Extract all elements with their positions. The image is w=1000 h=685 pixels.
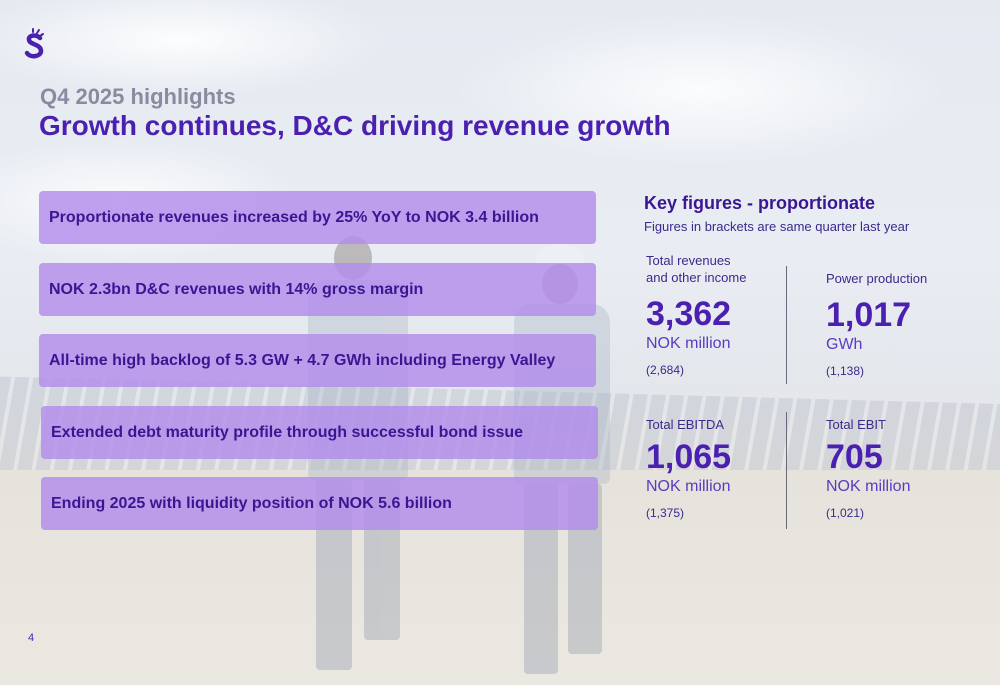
metric-label: Power production xyxy=(826,271,928,286)
highlight-box: Ending 2025 with liquidity position of N… xyxy=(41,477,598,530)
slide-title: Growth continues, D&C driving revenue gr… xyxy=(39,110,671,141)
key-figures-title: Key figures - proportionate xyxy=(644,193,876,213)
highlight-box: Extended debt maturity profile through s… xyxy=(41,406,598,459)
metric-unit: NOK million xyxy=(646,335,731,352)
metric-previous: (1,138) xyxy=(826,364,865,378)
key-figures-note: Figures in brackets are same quarter las… xyxy=(644,219,910,234)
metric-total-revenues: Total revenues and other income 3,362 NO… xyxy=(646,252,796,378)
metric-total-ebitda: Total EBITDA 1,065 NOK million (1,375) xyxy=(646,416,796,521)
highlight-box: Proportionate revenues increased by 25% … xyxy=(39,191,596,244)
metrics-divider xyxy=(786,266,787,384)
metric-value: 1,017 xyxy=(826,296,912,334)
metric-previous: (2,684) xyxy=(646,363,685,377)
metric-label: Total EBITDA xyxy=(646,417,725,432)
metric-total-ebit: Total EBIT 705 NOK million (1,021) xyxy=(826,416,976,521)
metric-label: Total EBIT xyxy=(826,417,886,432)
metric-value: 1,065 xyxy=(646,438,732,476)
page-number: 4 xyxy=(28,632,35,644)
metric-previous: (1,021) xyxy=(826,506,865,520)
slide-subtitle: Q4 2025 highlights xyxy=(40,84,236,109)
metrics-divider xyxy=(786,412,787,529)
highlight-box: All-time high backlog of 5.3 GW + 4.7 GW… xyxy=(39,334,596,387)
metric-previous: (1,375) xyxy=(646,506,685,520)
scatec-logo-icon xyxy=(24,28,44,59)
metric-value: 3,362 xyxy=(646,295,732,333)
highlight-box: NOK 2.3bn D&C revenues with 14% gross ma… xyxy=(39,263,596,316)
metric-label: and other income xyxy=(646,270,747,285)
metric-label: Total revenues xyxy=(646,253,731,268)
metric-power-production: Power production 1,017 GWh (1,138) xyxy=(826,270,976,379)
metric-unit: NOK million xyxy=(646,478,731,495)
metric-unit: NOK million xyxy=(826,478,911,495)
metric-value: 705 xyxy=(826,438,883,476)
metric-unit: GWh xyxy=(826,336,863,353)
